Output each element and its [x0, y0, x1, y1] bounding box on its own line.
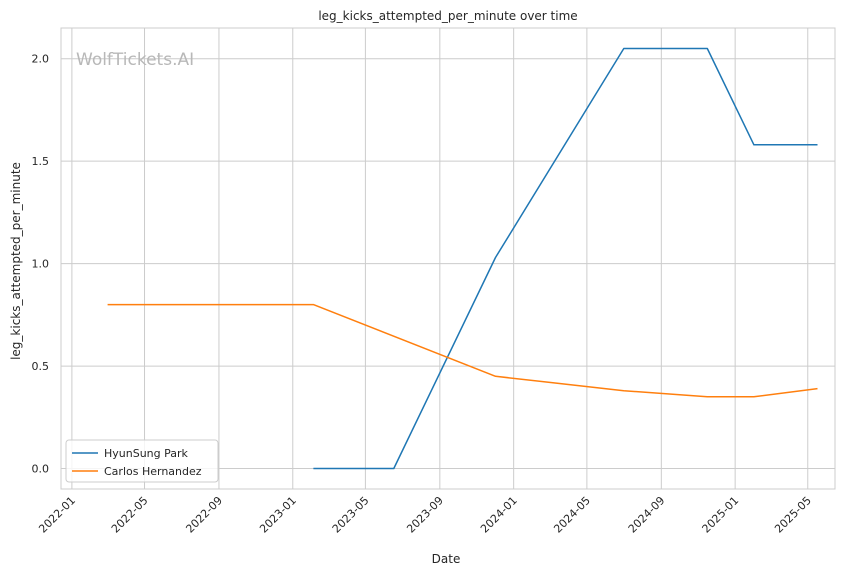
- x-tick-label: 2025-05: [772, 494, 814, 536]
- x-tick-label: 2022-05: [109, 494, 151, 536]
- x-tick-label: 2024-09: [626, 494, 668, 536]
- legend-label-carlos-hernandez: Carlos Hernandez: [104, 465, 202, 478]
- watermark: WolfTickets.AI: [76, 50, 194, 70]
- x-tick-label: 2024-01: [478, 494, 520, 536]
- legend: HyunSung Park Carlos Hernandez: [65, 439, 219, 483]
- y-tick-label: 2.0: [32, 53, 50, 66]
- plot-frame: [60, 27, 836, 490]
- chart-title: leg_kicks_attempted_per_minute over time: [318, 9, 577, 23]
- x-tick-label: 2022-09: [183, 494, 225, 536]
- y-tick-labels: 0.0 0.5 1.0 1.5 2.0: [32, 53, 50, 476]
- x-tick-labels: 2022-01 2022-05 2022-09 2023-01 2023-05 2023-…: [36, 494, 814, 536]
- x-tick-label: 2023-09: [404, 494, 446, 536]
- x-tick-label: 2025-01: [700, 494, 742, 536]
- legend-box: [65, 439, 219, 483]
- x-tick-label: 2023-01: [257, 494, 299, 536]
- series-layer: [107, 47, 818, 470]
- x-tick-label: 2023-05: [330, 494, 372, 536]
- y-tick-label: 1.5: [32, 155, 50, 168]
- y-tick-label: 0.5: [32, 360, 50, 373]
- y-tick-label: 1.0: [32, 258, 50, 271]
- y-tick-label: 0.0: [32, 463, 50, 476]
- x-tick-label: 2022-01: [36, 494, 78, 536]
- x-axis-title: Date: [432, 552, 461, 566]
- y-axis-title: leg_kicks_attempted_per_minute: [9, 162, 23, 360]
- x-tick-label: 2024-05: [551, 494, 593, 536]
- legend-label-hyunsung-park: HyunSung Park: [104, 447, 189, 460]
- plot-background: [61, 28, 835, 489]
